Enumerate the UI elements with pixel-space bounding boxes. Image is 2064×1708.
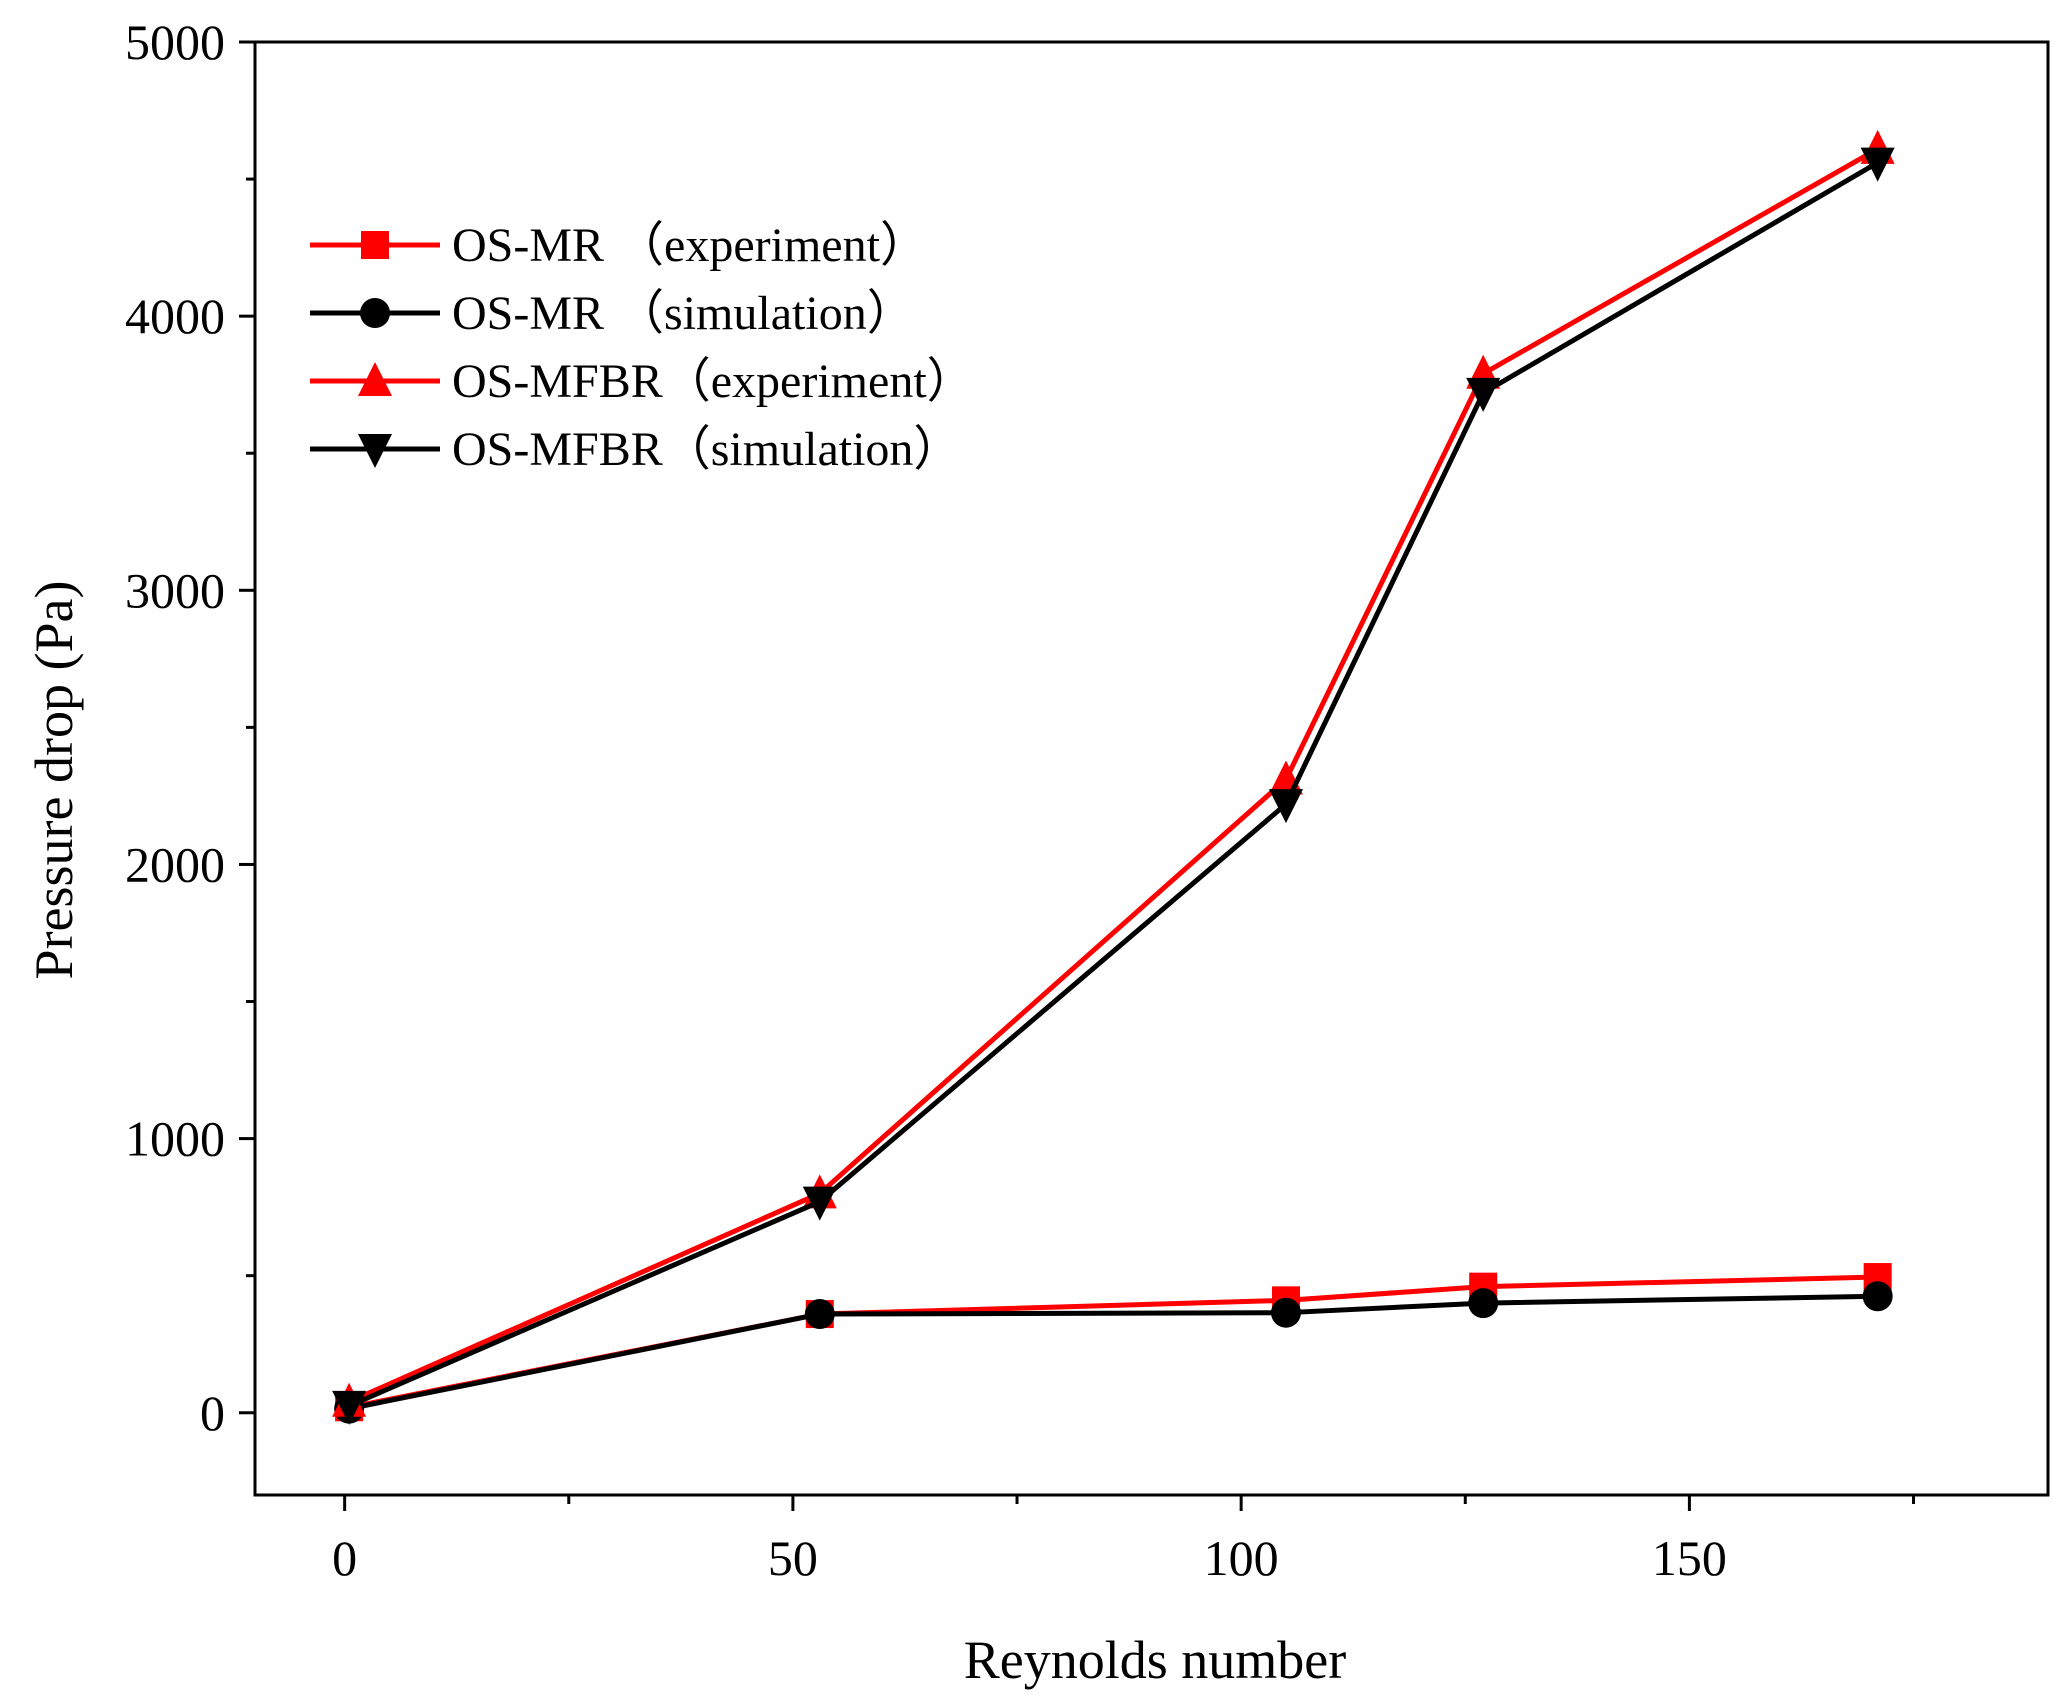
y-tick-label: 2000 bbox=[125, 836, 225, 892]
data-point bbox=[1270, 1297, 1301, 1328]
x-tick-label: 100 bbox=[1204, 1530, 1279, 1586]
data-point bbox=[1268, 789, 1303, 824]
x-tick-label: 150 bbox=[1652, 1530, 1727, 1586]
x-tick-label: 50 bbox=[768, 1530, 818, 1586]
y-tick-label: 5000 bbox=[125, 14, 225, 70]
plot-frame bbox=[253, 40, 2050, 1497]
y-tick-label: 0 bbox=[200, 1385, 225, 1441]
y-tick-label: 1000 bbox=[125, 1111, 225, 1167]
x-axis-title: Reynolds number bbox=[964, 1630, 1346, 1690]
legend-entry-3: OS-MFBR（simulation） bbox=[310, 423, 961, 476]
data-point bbox=[1860, 147, 1895, 182]
legend-label: OS-MR （experiment） bbox=[452, 219, 928, 272]
y-axis-title: Pressure drop (Pa) bbox=[24, 581, 84, 980]
data-point bbox=[802, 1186, 837, 1221]
series-0 bbox=[335, 1263, 1892, 1422]
data-point bbox=[804, 1299, 835, 1330]
y-tick-label: 4000 bbox=[125, 288, 225, 344]
legend-entry-0: OS-MR （experiment） bbox=[310, 219, 928, 272]
legend-label: OS-MR （simulation） bbox=[452, 287, 915, 340]
x-tick-label: 0 bbox=[332, 1530, 357, 1586]
series-line bbox=[348, 1293, 1878, 1412]
data-point bbox=[1862, 1281, 1893, 1312]
legend-marker bbox=[358, 434, 392, 468]
series-3 bbox=[332, 147, 1895, 1425]
legend-entry-1: OS-MR （simulation） bbox=[310, 287, 915, 340]
legend-marker bbox=[361, 231, 389, 259]
data-point bbox=[1466, 377, 1501, 412]
legend-label: OS-MFBR（simulation） bbox=[452, 423, 961, 476]
data-point bbox=[1468, 1288, 1499, 1319]
legend-label: OS-MFBR（experiment） bbox=[452, 355, 975, 408]
legend-marker bbox=[358, 362, 392, 396]
data-point bbox=[332, 1390, 367, 1425]
legend-marker bbox=[360, 298, 390, 328]
series-line bbox=[348, 1274, 1878, 1410]
legend-entry-2: OS-MFBR（experiment） bbox=[310, 355, 975, 408]
series-line bbox=[348, 160, 1879, 1409]
y-tick-label: 3000 bbox=[125, 562, 225, 618]
